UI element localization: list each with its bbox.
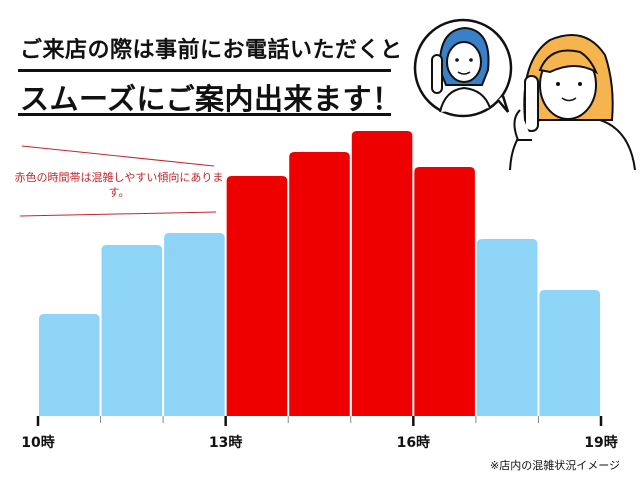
headline-line1: ご来店の際は事前にお電話いただくと bbox=[20, 38, 403, 63]
bar-16時 bbox=[414, 167, 475, 416]
note-line-top bbox=[21, 145, 215, 167]
footnote: ※店内の混雑状況イメージ bbox=[490, 459, 620, 472]
divider bbox=[18, 113, 391, 116]
divider bbox=[18, 69, 391, 72]
x-tick-label: 13時 bbox=[209, 434, 242, 451]
x-tick-label: 16時 bbox=[397, 434, 430, 451]
headline-line2: スムーズにご案内出来ます！ bbox=[20, 82, 402, 116]
bar-14時 bbox=[289, 152, 350, 416]
bar-17時 bbox=[476, 239, 538, 416]
x-tick-label: 10時 bbox=[21, 434, 54, 451]
bar-10時 bbox=[39, 314, 100, 416]
bar-13時 bbox=[226, 176, 288, 416]
note-line-bottom bbox=[19, 211, 217, 217]
bar-15時 bbox=[351, 131, 413, 416]
bar-11時 bbox=[101, 245, 163, 416]
bar-18時 bbox=[539, 290, 600, 416]
bar-12時 bbox=[164, 233, 225, 416]
women-on-phone-icon bbox=[413, 18, 636, 170]
busy-note: 赤色の時間帯は混雑しやすい傾向にあります。 bbox=[14, 171, 224, 199]
x-tick-label: 19時 bbox=[584, 434, 617, 451]
